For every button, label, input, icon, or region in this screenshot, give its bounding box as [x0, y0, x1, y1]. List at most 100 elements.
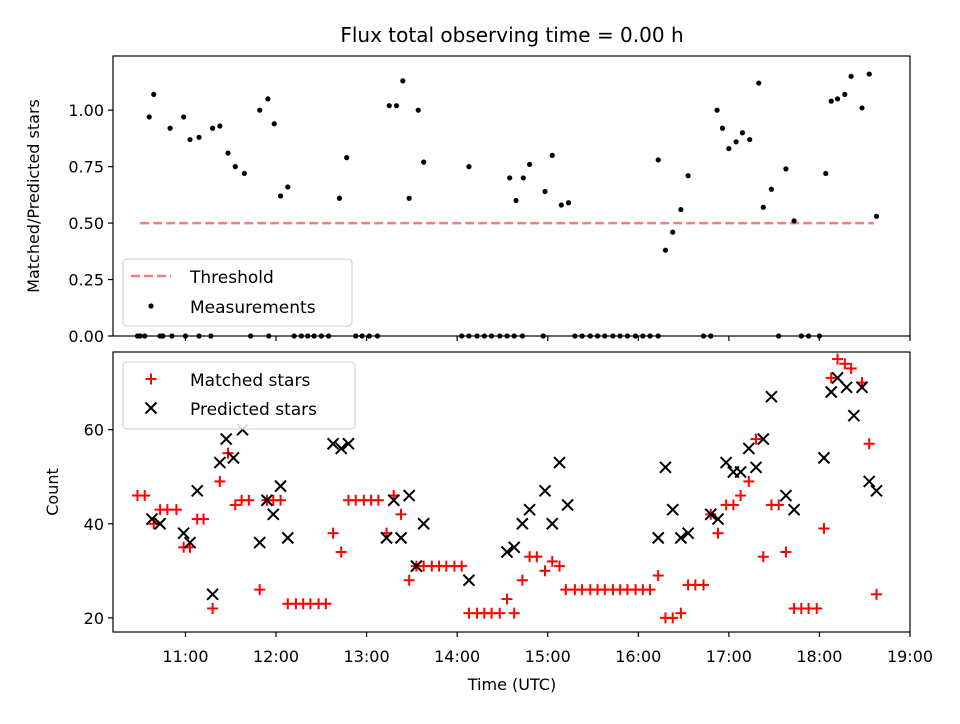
measurement-point: [187, 136, 193, 143]
predicted-star-point: [260, 494, 274, 507]
predicted-star-point: [417, 517, 430, 530]
measurement-point: [842, 91, 848, 97]
predicted-star-point: [734, 465, 747, 479]
predicted-star-point: [191, 484, 204, 498]
matched-star-point: [198, 513, 210, 525]
measurement-point: [225, 150, 231, 156]
predicted-star-point: [380, 531, 393, 545]
measurement-point: [733, 139, 739, 145]
bottom-y-tick-label: 20: [84, 609, 104, 628]
measurement-point: [507, 175, 513, 181]
measurement-point: [146, 114, 152, 120]
measurement-point: [151, 91, 157, 97]
predicted-star-point: [652, 531, 665, 545]
x-tick-label: 14:00: [434, 647, 480, 666]
predicted-star-point: [749, 461, 763, 474]
measurement-point: [685, 173, 691, 179]
measurement-point: [210, 125, 216, 131]
matched-star-point: [516, 574, 528, 586]
predicted-star-point: [410, 559, 423, 573]
matched-star-point: [780, 546, 792, 558]
matched-star-point: [372, 494, 384, 506]
matched-star-point: [750, 433, 762, 445]
top-legend-box: [122, 258, 353, 327]
matched-star-point: [508, 607, 520, 619]
measurement-point: [549, 152, 555, 158]
measurement-point: [241, 170, 247, 177]
predicted-star-point: [711, 512, 725, 526]
x-tick-label: 19:00: [887, 647, 933, 666]
x-tick-label: 15:00: [525, 647, 571, 666]
measurement-point: [783, 166, 789, 172]
predicted-star-point: [206, 588, 219, 601]
predicted-star-point: [227, 451, 240, 465]
predicted-star-point: [817, 451, 831, 465]
x-tick-label: 16:00: [615, 647, 661, 666]
measurement-point: [257, 107, 263, 113]
matched-star-point: [539, 565, 551, 577]
measurement-point: [421, 159, 427, 165]
predicted-star-point: [787, 503, 801, 516]
matched-star-point: [757, 551, 769, 563]
legend-predicted-label: Predicted stars: [190, 400, 317, 420]
matched-star-point: [395, 508, 407, 520]
predicted-star-point: [831, 371, 844, 385]
matched-star-point: [743, 475, 755, 487]
matched-star-point: [870, 588, 882, 600]
measurement-point: [670, 229, 676, 235]
x-tick-label: 11:00: [162, 647, 208, 666]
bottom-plot-frame: [112, 351, 911, 633]
matched-star-point: [214, 475, 226, 487]
matched-star-point: [531, 551, 543, 563]
matched-star-point: [845, 362, 857, 374]
predicted-star-point: [516, 517, 529, 530]
x-tick-label: 18:00: [796, 647, 842, 666]
measurement-point: [232, 164, 238, 170]
matched-star-point: [811, 602, 823, 614]
predicted-star-point: [824, 385, 838, 399]
legend-threshold-label: Threshold: [189, 268, 274, 288]
top-y-tick-label: 0.75: [68, 158, 104, 177]
matched-star-point: [275, 494, 287, 506]
predicted-star-point: [779, 489, 793, 502]
measurement-point: [527, 161, 533, 167]
predicted-star-point: [253, 536, 266, 549]
matched-star-point: [832, 353, 844, 365]
predicted-star-point: [666, 503, 679, 516]
top-plot-frame: [112, 55, 911, 337]
predicted-star-point: [394, 531, 408, 545]
measurement-point: [277, 193, 284, 199]
top-panel: Flux total observing time = 0.00 h 0.000…: [24, 23, 911, 346]
top-y-ticks: 0.00 0.25 0.50 0.75 1.00: [68, 101, 113, 346]
predicted-star-point: [674, 531, 688, 545]
predicted-star-point: [546, 517, 559, 530]
measurement-point: [344, 155, 350, 161]
predicted-star-point: [742, 442, 755, 455]
predicted-star-point: [840, 381, 853, 394]
predicted-star-point: [659, 461, 672, 474]
chart-title: Flux total observing time = 0.00 h: [340, 23, 683, 47]
measurement-point: [406, 195, 412, 201]
x-tick-label: 12:00: [253, 647, 299, 666]
measurement-point: [719, 125, 726, 131]
top-y-tick-label: 0.00: [68, 327, 104, 346]
matched-star-point: [170, 504, 182, 516]
top-legend: Threshold Measurements: [122, 258, 353, 327]
x-axis-label: Time (UTC): [467, 675, 556, 694]
matched-star-point: [501, 593, 513, 605]
predicted-star-point: [523, 503, 536, 516]
measurement-point: [714, 107, 720, 113]
measurement-point: [285, 184, 291, 190]
predicted-star-point: [177, 526, 190, 540]
legend-x-marker: [144, 401, 158, 415]
matched-star-point: [863, 438, 875, 450]
measurement-points: [134, 71, 880, 339]
matched-star-point: [139, 490, 151, 502]
predicted-star-point: [281, 531, 295, 545]
measurement-point: [828, 98, 834, 104]
measurement-point: [678, 206, 684, 213]
measurement-point: [542, 188, 548, 195]
predicted-star-point: [274, 479, 287, 493]
predicted-star-point: [326, 437, 340, 450]
